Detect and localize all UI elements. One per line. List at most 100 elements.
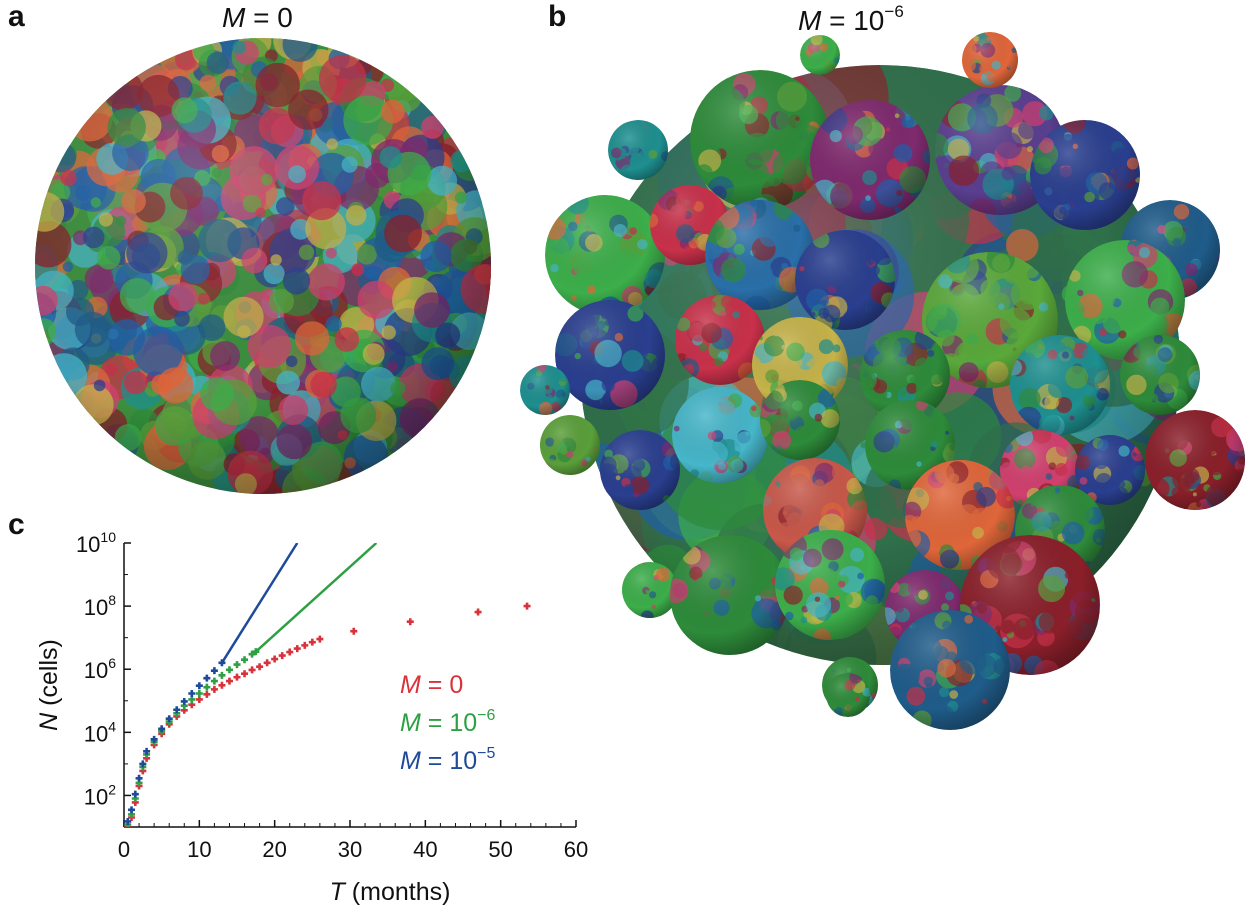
y-tick-label: 108 — [84, 592, 116, 620]
colony-shading — [1030, 120, 1140, 230]
series-2 — [124, 543, 299, 825]
data-point — [143, 747, 151, 755]
colony-shading — [1120, 335, 1200, 415]
data-point — [474, 608, 482, 616]
colony-shading — [860, 330, 950, 420]
colony-shading — [540, 415, 600, 475]
data-point — [301, 641, 309, 649]
series-fit-line — [220, 543, 299, 664]
colony-shading — [800, 35, 840, 75]
data-point — [271, 655, 279, 663]
data-point — [203, 683, 211, 691]
data-point — [210, 677, 218, 685]
colony-shading — [962, 32, 1018, 88]
data-point — [241, 670, 249, 678]
data-point — [252, 648, 260, 656]
data-point — [158, 725, 166, 733]
panel-b-letter: b — [548, 0, 567, 33]
colony-shading — [1075, 435, 1145, 505]
colony-shading — [795, 230, 895, 330]
data-point — [350, 627, 358, 635]
data-point — [188, 695, 196, 703]
colony-shading — [760, 380, 840, 460]
data-point — [188, 690, 196, 698]
data-point — [203, 690, 211, 698]
data-point — [210, 667, 218, 675]
panel-b-title-eq: = 10 — [821, 5, 885, 36]
panel-b-title-var: M — [798, 5, 822, 36]
data-point — [150, 735, 158, 743]
y-tick-label: 1010 — [76, 529, 116, 557]
colony-shading — [1065, 240, 1185, 360]
data-point — [225, 677, 233, 685]
data-point — [124, 817, 132, 825]
y-tick-label: 106 — [84, 655, 116, 683]
x-tick-label: 20 — [262, 837, 286, 862]
panel-a-title-var: M — [222, 2, 246, 33]
panel-b-title: M = 10−6 — [798, 2, 904, 37]
colony-shading — [545, 195, 665, 315]
colony-shading — [1145, 410, 1245, 510]
colony-shading — [608, 120, 668, 180]
data-point — [210, 685, 218, 693]
colony-shading — [826, 673, 870, 717]
colony-shading — [775, 530, 885, 640]
colony-shading — [600, 430, 680, 510]
x-tick-label: 50 — [488, 837, 512, 862]
plot-area — [124, 543, 531, 827]
data-point — [263, 659, 271, 667]
data-point — [218, 671, 226, 679]
x-tick-label: 30 — [338, 837, 362, 862]
data-point — [233, 673, 241, 681]
data-point — [173, 706, 181, 714]
data-point — [195, 695, 203, 703]
data-point — [293, 645, 301, 653]
data-point — [165, 715, 173, 723]
colony-shading — [520, 365, 570, 415]
data-point — [135, 774, 143, 782]
data-point — [131, 790, 139, 798]
data-point — [203, 674, 211, 682]
panel-b-title-exp: −6 — [884, 2, 904, 21]
x-axis-label: T (months) — [330, 878, 451, 906]
panel-a-letter: a — [8, 0, 25, 33]
colony-shading — [675, 295, 765, 385]
x-tick-label: 40 — [413, 837, 437, 862]
data-point — [406, 618, 414, 626]
data-point — [195, 690, 203, 698]
x-tick-label: 0 — [118, 837, 130, 862]
data-point — [248, 666, 256, 674]
legend-entry: M = 10−6 — [400, 707, 495, 737]
colony-shading — [890, 610, 1010, 730]
legend-entry: M = 0 — [400, 671, 463, 699]
data-point — [218, 681, 226, 689]
data-point — [225, 666, 233, 674]
x-tick-label: 60 — [564, 837, 588, 862]
data-point — [248, 650, 256, 658]
colony-shading — [810, 100, 930, 220]
y-tick-label: 104 — [84, 718, 116, 746]
panel-c-letter: c — [8, 508, 25, 541]
x-tick-label: 10 — [187, 837, 211, 862]
colony-shading — [690, 70, 830, 210]
data-point — [195, 682, 203, 690]
data-point — [241, 656, 249, 664]
data-point — [286, 648, 294, 656]
colony-shading — [670, 535, 790, 655]
data-point — [278, 652, 286, 660]
data-point — [316, 635, 324, 643]
colony-shading — [555, 300, 665, 410]
data-point — [128, 806, 136, 814]
data-point — [233, 661, 241, 669]
colony-shading — [1010, 335, 1110, 435]
panel-a-title-eq: = 0 — [245, 2, 293, 33]
data-point — [180, 697, 188, 705]
y-axis-label: N (cells) — [35, 639, 63, 731]
colony-shading — [905, 460, 1015, 570]
colony-shading — [672, 387, 768, 483]
data-point — [218, 659, 226, 667]
colony-shading — [622, 562, 678, 618]
